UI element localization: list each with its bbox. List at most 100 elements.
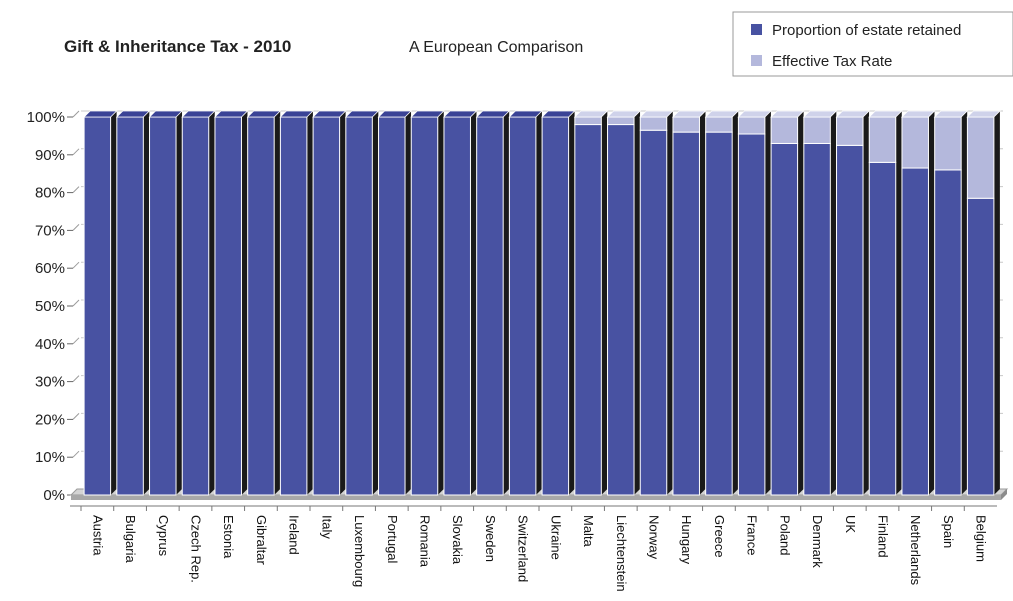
bar-side xyxy=(535,111,542,495)
bar-side xyxy=(470,111,477,495)
y-tick-label: 30% xyxy=(35,374,65,391)
bar-top xyxy=(83,110,118,118)
bar-side xyxy=(372,111,379,495)
gridline-connector xyxy=(72,186,80,193)
x-tick-label: Austria xyxy=(90,515,105,556)
bar-retained xyxy=(770,142,799,496)
bar-tax xyxy=(803,116,831,144)
bar-side xyxy=(797,111,804,495)
bar-group xyxy=(442,110,478,496)
x-tick-label: Czech Rep. xyxy=(189,515,204,583)
bar-top xyxy=(900,110,936,118)
y-tick-label: 40% xyxy=(35,336,65,353)
x-tick-label: Greece xyxy=(712,515,727,558)
bar-top xyxy=(508,110,543,118)
x-tick-label: Italy xyxy=(319,515,334,539)
bar-retained xyxy=(214,116,242,496)
x-tick-label: Switzerland xyxy=(516,515,531,582)
bar-side xyxy=(437,111,444,495)
bar-tax xyxy=(770,116,799,144)
bar-side xyxy=(928,111,935,495)
bar-top xyxy=(148,110,184,118)
x-tick-label: Sweden xyxy=(483,515,498,562)
bar-retained xyxy=(803,142,831,496)
bar-top xyxy=(475,110,511,118)
bar-top xyxy=(802,110,838,118)
bar-tax xyxy=(868,116,897,163)
x-axis-labels: Austria Bulgaria Cyprus Czech Rep. Estonia Gi… xyxy=(80,506,989,592)
x-tick-label: Denmark xyxy=(810,515,825,568)
bar-top xyxy=(671,110,707,118)
bar-retained xyxy=(868,161,897,496)
bar-top xyxy=(770,110,805,118)
bar-retained xyxy=(836,144,864,496)
x-tick-label: Norway xyxy=(647,515,662,560)
bar-group xyxy=(541,110,576,496)
x-tick-label: Poland xyxy=(777,515,792,555)
bar-group xyxy=(115,110,151,496)
chart-title: Gift & Inheritance Tax - 2010 xyxy=(64,37,291,56)
x-tick-label: Estonia xyxy=(221,515,236,559)
x-tick-label: France xyxy=(745,515,760,555)
bar-top xyxy=(933,110,969,118)
bar-tax xyxy=(966,116,995,199)
bar-tax xyxy=(672,116,700,133)
bar-retained xyxy=(443,116,471,496)
bar-group xyxy=(606,110,642,496)
bar-retained xyxy=(966,197,995,496)
x-tick-label: Malta xyxy=(581,515,596,548)
bar-tax xyxy=(934,116,962,171)
bar-group xyxy=(181,110,216,496)
bar-group xyxy=(148,110,184,496)
x-tick-label: Luxembourg xyxy=(352,515,367,587)
bar-side xyxy=(143,111,150,495)
bar-retained xyxy=(934,169,962,496)
bar-group xyxy=(213,110,249,496)
chart-subtitle: A European Comparison xyxy=(409,39,583,56)
bar-top xyxy=(966,110,1001,118)
gridline-connector xyxy=(72,299,80,307)
x-tick-label: Netherlands xyxy=(908,515,923,586)
bar-retained xyxy=(705,131,733,496)
bar-group xyxy=(475,110,511,496)
bar-top xyxy=(442,110,478,118)
bar-group xyxy=(508,110,543,496)
bar-retained xyxy=(83,116,112,496)
bar-side xyxy=(405,111,412,495)
bar-group xyxy=(312,110,347,496)
gridline-connector xyxy=(72,413,80,420)
legend-label-retained: Proportion of estate retained xyxy=(772,22,961,39)
bar-top xyxy=(737,110,772,118)
bar-tax xyxy=(574,116,602,126)
bar-side xyxy=(241,111,248,495)
x-tick-label: Romania xyxy=(418,515,433,568)
bar-top xyxy=(181,110,216,118)
bar-retained xyxy=(901,167,929,496)
y-axis-ticks: 0% 10% 20% 30% 40% 50% 60% 70% 80% 90% 100% xyxy=(27,109,65,504)
bar-retained xyxy=(476,116,504,496)
x-tick-label: Belgium xyxy=(974,515,989,562)
bar-group xyxy=(737,110,772,496)
gridline-connector xyxy=(72,261,80,269)
legend-label-tax: Effective Tax Rate xyxy=(772,53,892,70)
bar-top xyxy=(704,110,740,118)
bar-top xyxy=(606,110,642,118)
gridline-connector xyxy=(72,375,80,382)
bar-side xyxy=(961,111,968,495)
bars xyxy=(83,110,1001,496)
bar-side xyxy=(601,111,608,495)
bar-retained xyxy=(345,116,373,496)
bar-side xyxy=(110,111,117,495)
gridline-connector xyxy=(72,110,80,118)
bar-group xyxy=(868,110,903,496)
bar-retained xyxy=(672,131,700,496)
bar-retained xyxy=(181,116,210,496)
x-tick-label: Hungary xyxy=(679,515,694,565)
y-tick-label: 50% xyxy=(35,298,65,315)
bar-side xyxy=(764,111,771,495)
bar-tax xyxy=(639,116,668,131)
bar-side xyxy=(830,111,837,495)
x-tick-label: Gibraltar xyxy=(254,515,269,566)
x-tick-label: Finland xyxy=(876,515,891,558)
